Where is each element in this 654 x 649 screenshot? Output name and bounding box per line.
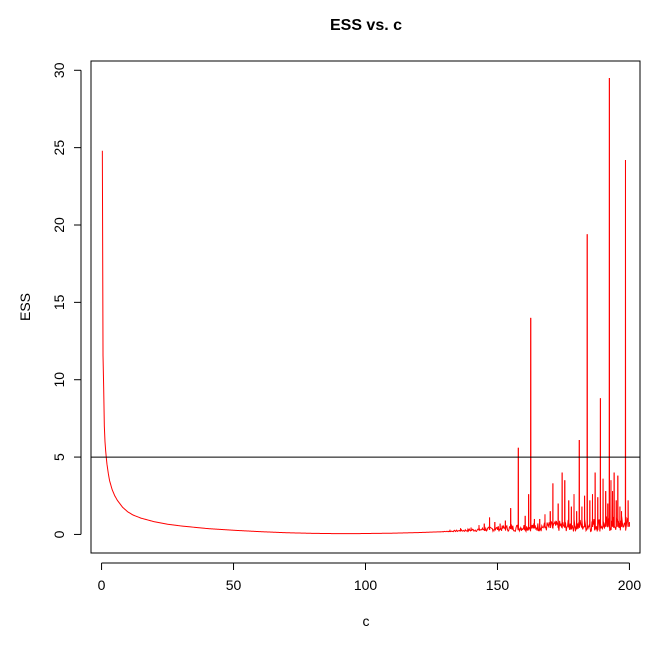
- x-tick-label: 0: [98, 577, 106, 593]
- x-tick-label: 100: [354, 577, 378, 593]
- y-tick-label: 20: [51, 217, 67, 233]
- y-tick-label: 5: [51, 453, 67, 461]
- chart-title: ESS vs. c: [330, 17, 402, 34]
- y-tick-label: 10: [51, 372, 67, 388]
- plot-frame: [90, 60, 641, 554]
- y-axis-label: ESS: [17, 293, 33, 321]
- x-tick-label: 200: [618, 577, 642, 593]
- y-axis: 0 5 10 15 20 25 30: [51, 62, 82, 538]
- y-tick-label: 25: [51, 140, 67, 156]
- x-axis-label: c: [363, 613, 370, 629]
- y-tick-label: 0: [51, 530, 67, 538]
- y-tick-label: 30: [51, 62, 67, 78]
- x-axis: 0 50 100 150 200: [98, 562, 642, 593]
- x-tick-label: 50: [226, 577, 242, 593]
- ess-series-line: [101, 78, 629, 535]
- plot-area: [91, 78, 640, 535]
- x-tick-label: 150: [486, 577, 510, 593]
- y-tick-label: 15: [51, 294, 67, 310]
